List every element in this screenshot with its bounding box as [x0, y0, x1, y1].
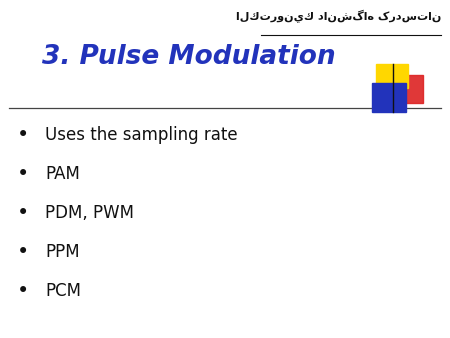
Text: PPM: PPM [45, 243, 80, 261]
Text: •: • [16, 242, 29, 262]
Text: الكترونيك دانشگاه کردستان: الكترونيك دانشگاه کردستان [236, 10, 441, 23]
Text: PAM: PAM [45, 165, 80, 183]
Bar [373, 83, 406, 112]
Text: 3. Pulse Modulation: 3. Pulse Modulation [42, 44, 336, 70]
Text: •: • [16, 281, 29, 301]
Bar [394, 75, 423, 103]
Text: PDM, PWM: PDM, PWM [45, 204, 134, 222]
Text: •: • [16, 164, 29, 184]
Text: Uses the sampling rate: Uses the sampling rate [45, 126, 238, 144]
Text: •: • [16, 203, 29, 223]
Text: •: • [16, 125, 29, 145]
Text: PCM: PCM [45, 282, 81, 300]
Bar [376, 64, 408, 88]
